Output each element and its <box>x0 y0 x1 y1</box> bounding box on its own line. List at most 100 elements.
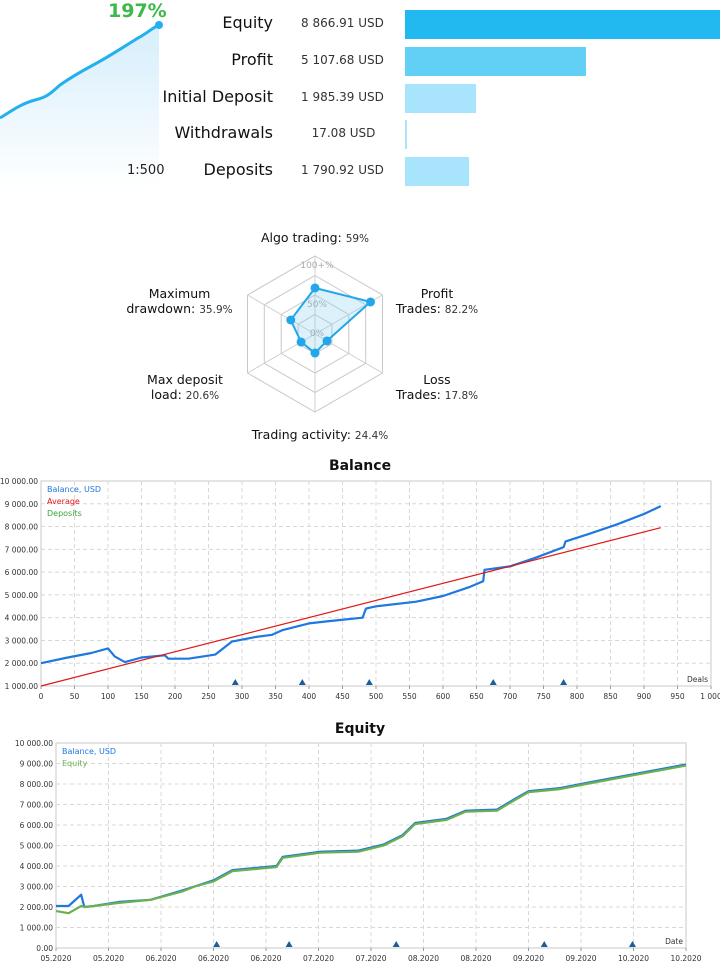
summary-label-withdrawals: Withdrawals <box>174 123 273 142</box>
series-line-average <box>40 527 661 687</box>
deposit-marker <box>392 941 400 947</box>
radar-axis-label: Loss Trades: 17.8% <box>395 372 479 402</box>
x-tick-label: 550 <box>402 692 417 701</box>
x-tick-label: 950 <box>670 692 685 701</box>
x-tick-label: 700 <box>503 692 518 701</box>
summary-bar <box>405 84 476 113</box>
sparkline-endpoint <box>155 21 163 29</box>
sparkline-line <box>0 23 160 120</box>
deposit-marker <box>560 679 568 685</box>
radar-axis-percent: 35.9% <box>199 304 233 316</box>
radar-value-point <box>366 297 376 307</box>
x-tick-label: 200 <box>168 692 183 701</box>
summary-bar <box>405 47 587 76</box>
y-tick-label: 7 000.00 <box>5 545 39 554</box>
y-tick-label: 1 000.00 <box>5 682 39 691</box>
radar-axis-percent: 20.6% <box>185 390 220 402</box>
y-tick-label: 1 000.00 <box>20 924 54 933</box>
summary-value: 8 866.91 USD <box>301 16 384 30</box>
radar-axis-percent: 17.8% <box>444 390 479 402</box>
y-tick-label: 2 000.00 <box>5 659 39 668</box>
x-tick-label: 800 <box>570 692 585 701</box>
y-tick-label: 9 000.00 <box>20 760 54 769</box>
x-tick-label: 0 <box>39 692 44 701</box>
summary-bar <box>405 10 720 39</box>
growth-percent: 197% <box>108 0 167 22</box>
leverage-label: 1:500 <box>127 163 165 178</box>
radar-axis-percent: 82.2% <box>444 304 479 316</box>
deposit-marker <box>298 679 306 685</box>
x-axis-label: Deals <box>687 675 708 684</box>
summary-value: 1 790.92 USD <box>301 163 384 177</box>
equity-chart: 0.00 1 000.00 2 000.00 3 000.00 4 000.00 5 00… <box>15 739 702 963</box>
y-tick-label: 8 000.00 <box>20 780 54 789</box>
y-tick-label: 2 000.00 <box>20 903 54 912</box>
x-tick-label: 1 000 <box>700 692 720 701</box>
x-tick-label: 100 <box>101 692 116 701</box>
summary-label-equity: Equity <box>222 13 273 32</box>
radar-axis-label: Maximum drawdown: 35.9% <box>126 286 233 316</box>
radar-value-point <box>286 315 296 325</box>
sparkline-area <box>0 25 159 190</box>
y-tick-label: 6 000.00 <box>20 821 54 830</box>
summary-value: 1 985.39 USD <box>301 90 384 104</box>
deposit-marker <box>285 941 293 947</box>
legend-item: Average <box>47 497 80 506</box>
y-tick-label: 5 000.00 <box>5 591 39 600</box>
x-tick-label: 450 <box>335 692 350 701</box>
x-tick-label: 500 <box>369 692 384 701</box>
legend-item: Balance, USD <box>47 485 101 494</box>
radar-ring-label: 0% <box>310 329 325 339</box>
y-tick-label: 8 000.00 <box>5 523 39 532</box>
x-tick-label: 05.2020 <box>40 954 71 963</box>
growth-sparkline <box>0 21 163 190</box>
x-tick-label: 350 <box>268 692 283 701</box>
y-tick-label: 4 000.00 <box>20 862 54 871</box>
x-tick-label: 05.2020 <box>93 954 124 963</box>
y-tick-label: 3 000.00 <box>5 636 39 645</box>
summary-bar <box>405 157 469 186</box>
summary-label-profit: Profit <box>231 50 273 69</box>
y-tick-label: 0.00 <box>36 944 53 953</box>
radar-value-point <box>310 283 320 293</box>
radar-axis-label: Algo trading: 59% <box>260 230 370 245</box>
x-tick-label: 650 <box>469 692 484 701</box>
x-tick-label: 08.2020 <box>460 954 491 963</box>
x-tick-label: 900 <box>637 692 652 701</box>
summary-label-initial-deposit: Initial Deposit <box>162 87 273 106</box>
x-tick-label: 09.2020 <box>565 954 596 963</box>
deposit-marker <box>231 679 239 685</box>
x-tick-label: 06.2020 <box>145 954 176 963</box>
radar-value-point <box>310 348 320 358</box>
deposit-marker <box>489 679 497 685</box>
deposit-marker <box>540 941 548 947</box>
x-tick-label: 750 <box>536 692 551 701</box>
deposit-marker <box>213 941 221 947</box>
legend-item: Deposits <box>47 509 82 518</box>
y-tick-label: 3 000.00 <box>20 883 54 892</box>
x-tick-label: 08.2020 <box>408 954 439 963</box>
x-tick-label: 150 <box>134 692 149 701</box>
x-axis-label: Date <box>665 937 683 946</box>
y-tick-label: 6 000.00 <box>5 568 39 577</box>
radar-axis-label: Max deposit load: 20.6% <box>147 372 223 402</box>
series-line-equity <box>55 764 687 915</box>
balance-chart: 1 000.00 2 000.00 3 000.00 4 000.00 5 000.00… <box>0 477 720 701</box>
radar-axis-label: Trading activity: 24.4% <box>251 427 389 442</box>
radar-value-point <box>322 336 332 346</box>
balance-chart-title: Balance <box>328 458 392 474</box>
y-tick-label: 10 000.00 <box>15 739 53 748</box>
radar-value-point <box>296 337 306 347</box>
y-tick-label: 9 000.00 <box>5 500 39 509</box>
legend-item: Balance, USD <box>62 747 116 756</box>
radar-axis-percent: 24.4% <box>354 430 389 442</box>
radar-spoke <box>247 294 316 335</box>
equity-chart-title: Equity <box>334 721 386 737</box>
summary-bar <box>405 120 407 149</box>
summary-value: 5 107.68 USD <box>301 53 384 67</box>
y-tick-label: 10 000.00 <box>0 477 38 486</box>
deposit-marker <box>365 679 373 685</box>
radar-axis-label: Profit Trades: 82.2% <box>395 286 479 316</box>
summary-value: 17.08 USD <box>311 126 376 140</box>
x-tick-label: 06.2020 <box>198 954 229 963</box>
